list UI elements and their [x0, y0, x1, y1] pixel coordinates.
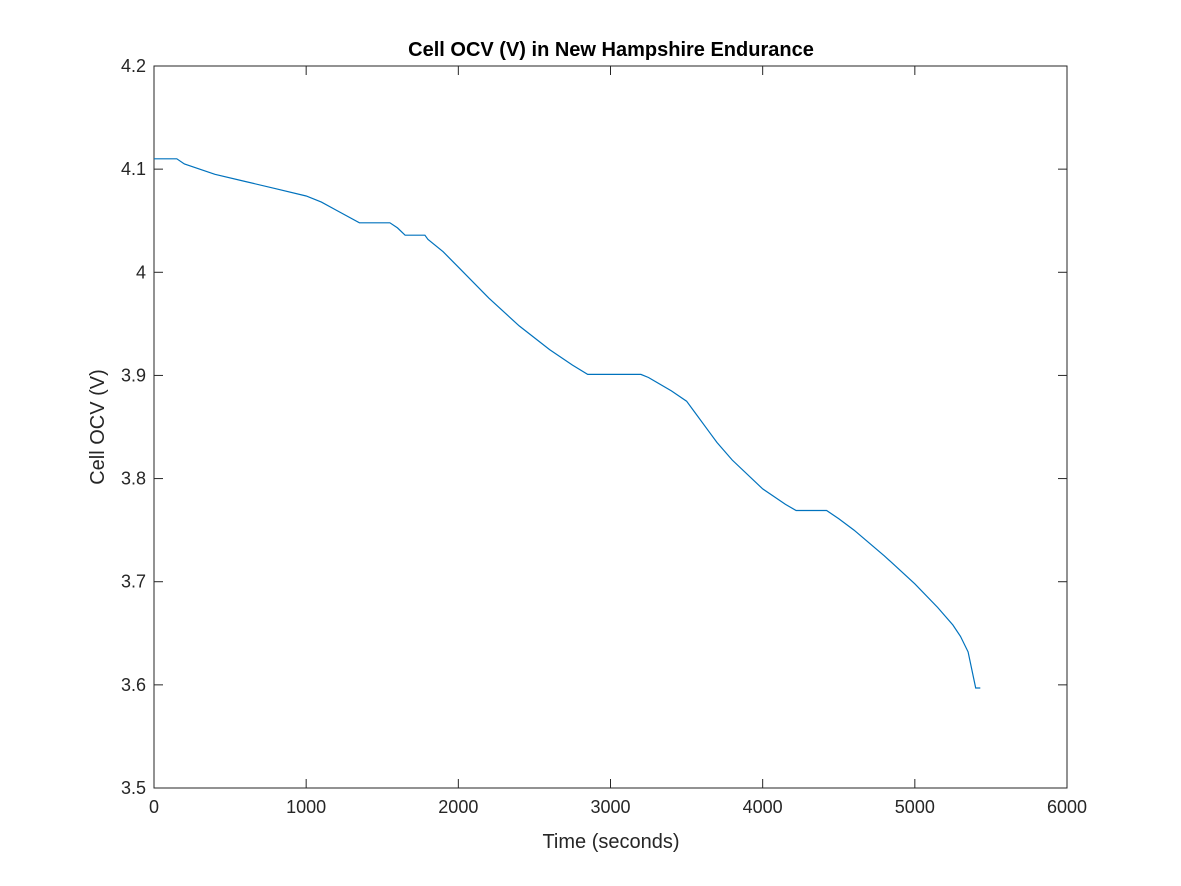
- y-tick-label: 3.5: [121, 778, 146, 798]
- y-tick-label: 4: [136, 262, 146, 282]
- y-tick-label: 3.9: [121, 365, 146, 385]
- x-axis-label: Time (seconds): [542, 831, 679, 853]
- y-axis: 3.5 3.6 3.7 3.8 3.9 4 4.1 4.2: [121, 56, 1067, 798]
- plot-area: [153, 65, 1068, 789]
- y-axis-label: Cell OCV (V): [87, 369, 109, 485]
- x-tick-label: 6000: [1047, 797, 1087, 817]
- x-tick-label: 3000: [590, 797, 630, 817]
- y-tick-label: 3.8: [121, 469, 146, 489]
- y-tick-label: 3.6: [121, 675, 146, 695]
- x-tick-label: 1000: [286, 797, 326, 817]
- chart-title: Cell OCV (V) in New Hampshire Endurance: [408, 39, 814, 61]
- x-axis: 0 1000 2000 3000 4000 5000 6000: [149, 66, 1087, 817]
- y-tick-label: 3.7: [121, 572, 146, 592]
- series-line-cell-ocv: [154, 158, 981, 689]
- x-tick-label: 4000: [743, 797, 783, 817]
- x-tick-label: 2000: [438, 797, 478, 817]
- y-tick-label: 4.1: [121, 159, 146, 179]
- y-tick-label: 4.2: [121, 56, 146, 76]
- x-tick-label: 5000: [895, 797, 935, 817]
- x-tick-label: 0: [149, 797, 159, 817]
